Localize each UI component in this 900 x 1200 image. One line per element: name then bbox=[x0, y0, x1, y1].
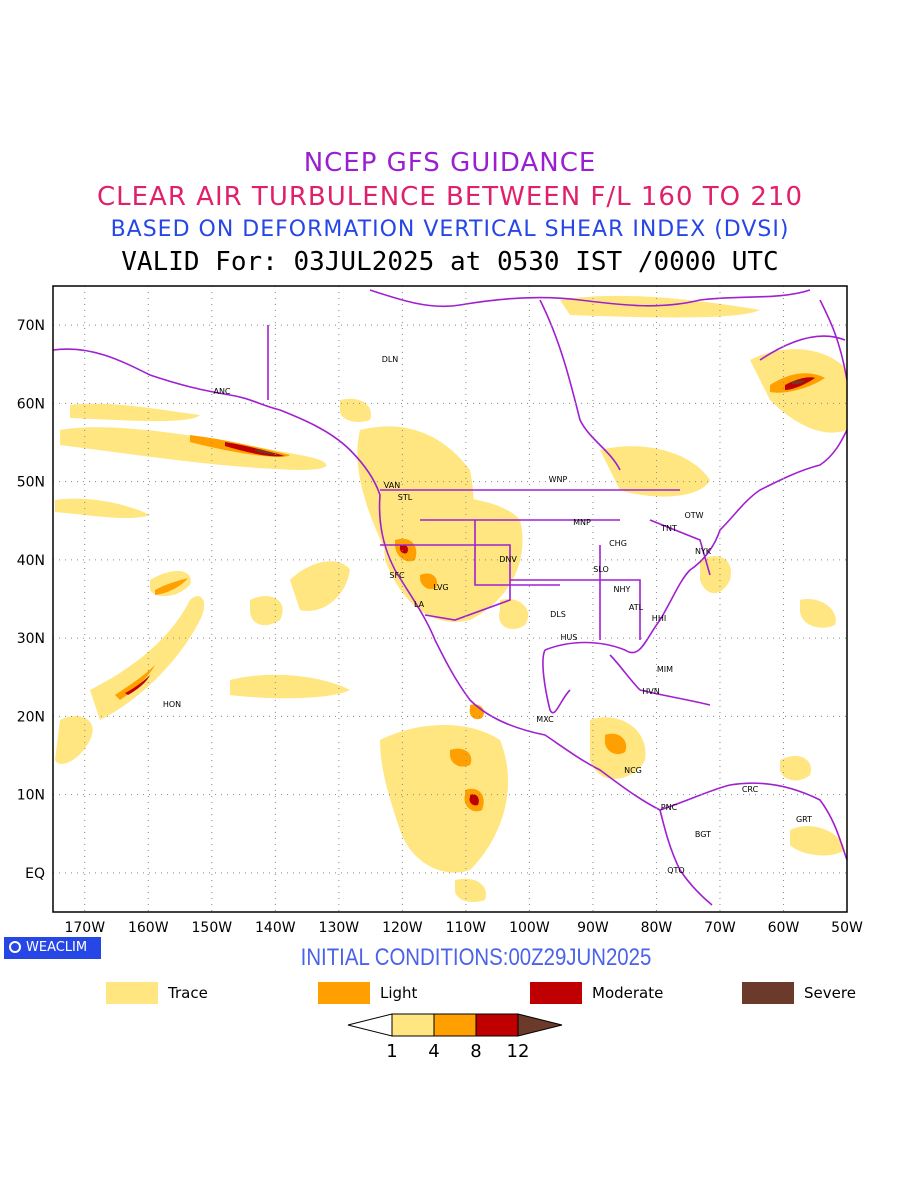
longitude-label: 160W bbox=[128, 920, 169, 936]
title-method: BASED ON DEFORMATION VERTICAL SHEAR INDE… bbox=[110, 217, 790, 242]
city-label-lvg: LVG bbox=[433, 583, 448, 592]
city-label-anc: ANC bbox=[213, 387, 230, 396]
longitude-labels: 170W 160W 150W 140W 130W 120W 110W 100W 90W 80W 70… bbox=[64, 920, 863, 936]
city-label-van: VAN bbox=[384, 481, 400, 490]
city-label-wnp: WNP bbox=[549, 475, 568, 484]
city-label-qto: QTO bbox=[667, 866, 684, 875]
longitude-label: 90W bbox=[577, 920, 609, 936]
city-label-stl: STL bbox=[398, 493, 413, 502]
longitude-label: 140W bbox=[255, 920, 296, 936]
city-label-otw: OTW bbox=[684, 511, 703, 520]
weaclim-label: WEACLIM bbox=[26, 940, 88, 955]
city-label-hvn: HVN bbox=[642, 687, 659, 696]
longitude-label: 130W bbox=[319, 920, 360, 936]
city-label-slo: SLO bbox=[593, 565, 609, 574]
city-label-dnv: DNV bbox=[499, 555, 517, 564]
city-label-chg: CHG bbox=[609, 539, 627, 548]
latitude-label: EQ bbox=[25, 866, 45, 882]
legend-swatch-light bbox=[318, 982, 370, 1004]
weaclim-logo-icon bbox=[9, 941, 21, 953]
latitude-label: 50N bbox=[17, 475, 45, 491]
city-label-nhy: NHY bbox=[614, 585, 631, 594]
city-label-pnc: PNC bbox=[661, 803, 678, 812]
city-label-nyk: NYK bbox=[695, 547, 712, 556]
latitude-label: 70N bbox=[17, 318, 45, 334]
legend-label-severe: Severe bbox=[804, 984, 856, 1002]
legend-swatch-severe bbox=[742, 982, 794, 1004]
legend-label-trace: Trace bbox=[168, 984, 208, 1002]
city-label-hon: HON bbox=[163, 700, 181, 709]
coastlines-and-borders bbox=[53, 289, 847, 906]
severe-areas bbox=[255, 380, 806, 455]
city-label-mnp: MNP bbox=[573, 518, 591, 527]
city-label-hhi: HHI bbox=[652, 614, 666, 623]
title-model: NCEP GFS GUIDANCE bbox=[303, 148, 597, 178]
weaclim-badge: WEACLIM bbox=[4, 937, 101, 959]
city-label-atl: ATL bbox=[629, 603, 644, 612]
city-label-ncg: NCG bbox=[624, 766, 642, 775]
legend-swatch-moderate bbox=[530, 982, 582, 1004]
city-label-la: LA bbox=[414, 600, 425, 609]
latitude-label: 60N bbox=[17, 396, 45, 412]
city-label-mxc: MXC bbox=[536, 715, 554, 724]
city-label-mim: MIM bbox=[657, 665, 673, 674]
longitude-label: 150W bbox=[192, 920, 233, 936]
longitude-label: 70W bbox=[704, 920, 736, 936]
city-label-sfc: SFC bbox=[389, 571, 405, 580]
trace-areas bbox=[55, 295, 847, 902]
longitude-label: 50W bbox=[831, 920, 863, 936]
latitude-labels: 70N 60N 50N 40N 30N 20N 10N EQ bbox=[17, 318, 45, 882]
lat-lon-grid bbox=[53, 286, 847, 912]
city-label-tnt: TNT bbox=[660, 524, 677, 533]
city-label-dln: DLN bbox=[382, 355, 399, 364]
legend-label-light: Light bbox=[380, 984, 418, 1002]
city-label-grt: GRT bbox=[796, 815, 812, 824]
latitude-label: 20N bbox=[17, 709, 45, 725]
title-valid-time: VALID For: 03JUL2025 at 0530 IST /0000 U… bbox=[121, 247, 779, 277]
latitude-label: 30N bbox=[17, 631, 45, 647]
longitude-label: 170W bbox=[64, 920, 105, 936]
city-label-bgt: BGT bbox=[695, 830, 711, 839]
latitude-label: 10N bbox=[17, 788, 45, 804]
map-frame bbox=[52, 285, 848, 913]
latitude-label: 40N bbox=[17, 553, 45, 569]
longitude-label: 120W bbox=[382, 920, 423, 936]
longitude-label: 80W bbox=[641, 920, 673, 936]
city-label-crc: CRC bbox=[742, 785, 759, 794]
city-label-hus: HUS bbox=[561, 633, 578, 642]
city-labels: ANC DLN VAN STL WNP MNP TNT OTW CHG NYK DNV SFC LVG L… bbox=[163, 355, 812, 875]
legend-label-moderate: Moderate bbox=[592, 984, 664, 1002]
initial-conditions: INITIAL CONDITIONS:00Z29JUN2025 bbox=[300, 944, 652, 971]
title-product: CLEAR AIR TURBULENCE BETWEEN F/L 160 TO … bbox=[96, 182, 804, 212]
longitude-label: 100W bbox=[509, 920, 550, 936]
longitude-label: 110W bbox=[446, 920, 487, 936]
turbulence-field bbox=[55, 295, 847, 902]
city-label-dls: DLS bbox=[550, 610, 566, 619]
legend-swatch-trace bbox=[106, 982, 158, 1004]
longitude-label: 60W bbox=[768, 920, 800, 936]
